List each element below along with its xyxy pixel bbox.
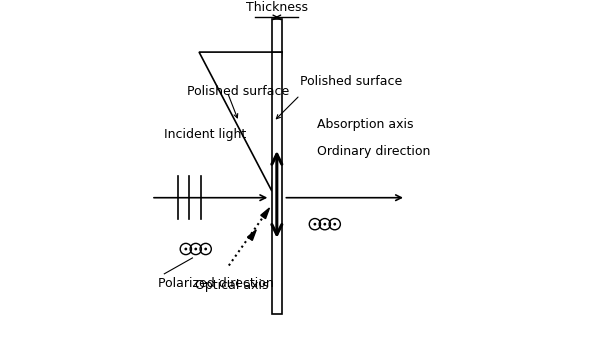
Text: Polished surface: Polished surface — [187, 85, 290, 98]
Text: Optical axis: Optical axis — [196, 279, 269, 292]
Circle shape — [334, 223, 336, 225]
Polygon shape — [261, 208, 269, 219]
Polygon shape — [199, 52, 282, 191]
Text: Absorption axis: Absorption axis — [317, 118, 413, 131]
Circle shape — [204, 248, 207, 250]
Circle shape — [323, 223, 326, 225]
Polygon shape — [248, 230, 256, 240]
Circle shape — [194, 248, 197, 250]
Polygon shape — [272, 19, 282, 52]
Text: Incident light: Incident light — [164, 128, 247, 141]
Text: Ordinary direction: Ordinary direction — [317, 145, 430, 158]
Polygon shape — [272, 52, 282, 313]
Circle shape — [184, 248, 187, 250]
Text: Polished surface: Polished surface — [300, 75, 402, 88]
Circle shape — [313, 223, 316, 225]
Text: Thickness: Thickness — [246, 1, 308, 14]
Text: Polarized direction: Polarized direction — [158, 277, 274, 290]
